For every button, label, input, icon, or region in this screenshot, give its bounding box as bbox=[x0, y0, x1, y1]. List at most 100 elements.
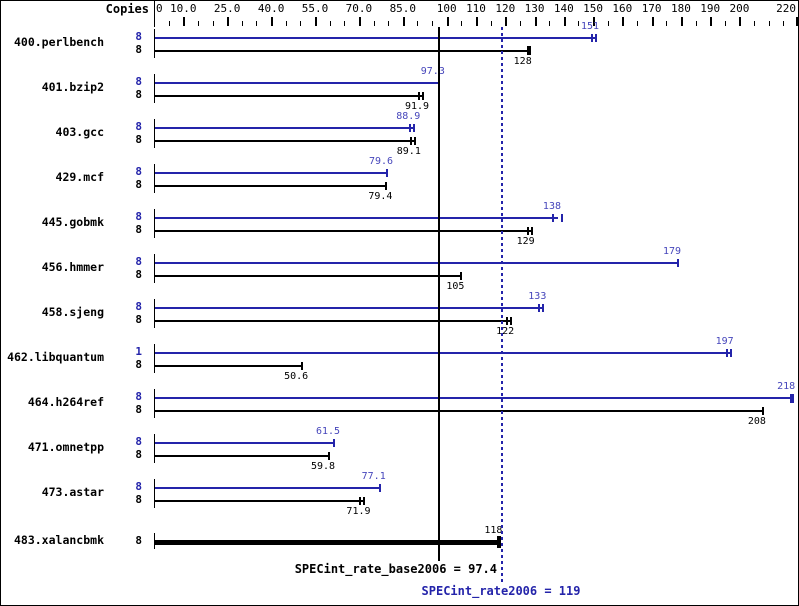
bar-value-label: 91.9 bbox=[404, 100, 430, 112]
bar-rate bbox=[155, 442, 335, 444]
benchmark-name: 445.gobmk bbox=[41, 215, 104, 230]
bar-value-label: 118 bbox=[484, 525, 503, 536]
bar-end-marker bbox=[359, 496, 362, 505]
group-baseline bbox=[154, 209, 155, 238]
copies-value: 8 bbox=[135, 210, 142, 223]
bar-end-marker bbox=[497, 536, 502, 548]
benchmark-name: 483.xalancbmk bbox=[13, 533, 104, 547]
axis-minor-tick bbox=[768, 21, 770, 26]
bar-end-marker bbox=[506, 316, 509, 325]
copies-value: 1 bbox=[135, 345, 142, 358]
benchmark-name: 473.astar bbox=[41, 485, 104, 500]
axis-major-tick bbox=[710, 17, 713, 26]
copies-value: 8 bbox=[135, 492, 142, 506]
axis-minor-tick bbox=[490, 21, 492, 26]
axis-major-tick bbox=[183, 17, 186, 26]
axis-tick-label: 130 bbox=[524, 2, 545, 15]
bar-base bbox=[155, 539, 500, 545]
axis-major-tick bbox=[680, 17, 683, 26]
axis-tick-label: 160 bbox=[612, 2, 633, 15]
bar-base bbox=[155, 274, 462, 277]
bar-end-marker bbox=[386, 169, 388, 177]
copies-value: 8 bbox=[135, 390, 142, 403]
axis-minor-tick bbox=[344, 21, 346, 26]
bar-end-marker bbox=[409, 124, 412, 132]
bar-end-marker bbox=[526, 226, 529, 235]
group-baseline bbox=[154, 254, 155, 283]
copies-value: 8 bbox=[135, 357, 142, 371]
bar-value-label: 89.1 bbox=[396, 145, 421, 157]
benchmark-name: 401.bzip2 bbox=[41, 80, 104, 95]
bar-rate bbox=[155, 352, 731, 354]
bar-end-marker bbox=[530, 226, 533, 235]
axis-tick-label: 120 bbox=[495, 2, 516, 15]
copies-value: 8 bbox=[135, 165, 142, 178]
axis-major-tick bbox=[739, 17, 742, 26]
copies-value: 8 bbox=[135, 75, 142, 88]
axis-minor-tick bbox=[256, 21, 258, 26]
bar-end-marker bbox=[301, 361, 304, 370]
bar-value-label: 77.1 bbox=[361, 471, 386, 482]
benchmark-name: 456.hmmer bbox=[41, 260, 104, 275]
bar-end-marker bbox=[422, 91, 425, 100]
axis-major-tick bbox=[593, 17, 596, 26]
bar-end-marker bbox=[542, 304, 545, 312]
axis-tick-label: 10.0 bbox=[170, 2, 197, 15]
group-baseline bbox=[154, 434, 155, 463]
copies-value: 8 bbox=[135, 30, 142, 43]
axis-minor-tick bbox=[285, 21, 287, 26]
bar-end-marker bbox=[378, 484, 381, 492]
bar-end-marker bbox=[560, 214, 563, 222]
copies-value: 8 bbox=[135, 312, 142, 326]
benchmark-name: 462.libquantum bbox=[7, 350, 104, 365]
axis-tick-label: 110 bbox=[466, 2, 486, 15]
bar-end-marker bbox=[676, 259, 679, 267]
copies-value: 8 bbox=[135, 447, 142, 461]
bar-end-marker bbox=[761, 406, 764, 415]
bar-end-marker bbox=[418, 91, 421, 100]
group-baseline bbox=[154, 29, 155, 58]
axis-minor-tick bbox=[578, 21, 580, 26]
axis-minor-tick bbox=[783, 21, 785, 26]
bar-end-marker bbox=[510, 316, 513, 325]
axis-minor-tick bbox=[300, 21, 302, 26]
copies-value: 8 bbox=[135, 255, 142, 268]
axis-tick-label: 85.0 bbox=[389, 2, 417, 15]
bar-value-label: 105 bbox=[446, 280, 465, 292]
bar-rate bbox=[155, 127, 415, 129]
axis-major-tick bbox=[358, 17, 361, 26]
copies-value: 8 bbox=[135, 402, 142, 416]
bar-rate bbox=[155, 82, 439, 84]
bar-value-label: 128 bbox=[513, 55, 532, 67]
bar-value-label: 59.8 bbox=[311, 460, 336, 472]
axis-tick-label: 40.0 bbox=[257, 2, 285, 15]
copies-column-header: Copies bbox=[105, 2, 149, 16]
bar-end-marker bbox=[729, 349, 732, 357]
axis-major-tick bbox=[476, 17, 478, 26]
axis-major-tick bbox=[446, 17, 449, 26]
benchmark-name: 429.mcf bbox=[55, 170, 104, 185]
bar-value-label: 129 bbox=[516, 235, 535, 247]
group-baseline bbox=[154, 74, 155, 103]
axis-minor-tick bbox=[519, 21, 521, 26]
axis-tick-label: 140 bbox=[553, 2, 574, 15]
axis-minor-tick bbox=[637, 21, 638, 26]
bar-rate bbox=[155, 217, 558, 219]
bar-value-label: 50.6 bbox=[284, 370, 309, 382]
axis-zero-line bbox=[154, 1, 155, 27]
bar-base bbox=[155, 319, 512, 322]
group-baseline bbox=[154, 533, 155, 549]
bar-value-label: 197 bbox=[715, 336, 734, 347]
axis-minor-tick bbox=[461, 21, 463, 26]
axis-major-tick bbox=[505, 17, 508, 26]
bar-end-marker bbox=[413, 124, 416, 132]
bar-value-label: 151 bbox=[580, 21, 600, 32]
benchmark-name: 458.sjeng bbox=[41, 305, 104, 320]
bar-end-marker bbox=[328, 451, 331, 460]
axis-major-tick bbox=[796, 17, 798, 26]
axis-minor-tick bbox=[754, 21, 756, 26]
bar-base bbox=[155, 499, 365, 502]
bar-base bbox=[155, 94, 424, 97]
axis-minor-tick bbox=[329, 21, 331, 26]
